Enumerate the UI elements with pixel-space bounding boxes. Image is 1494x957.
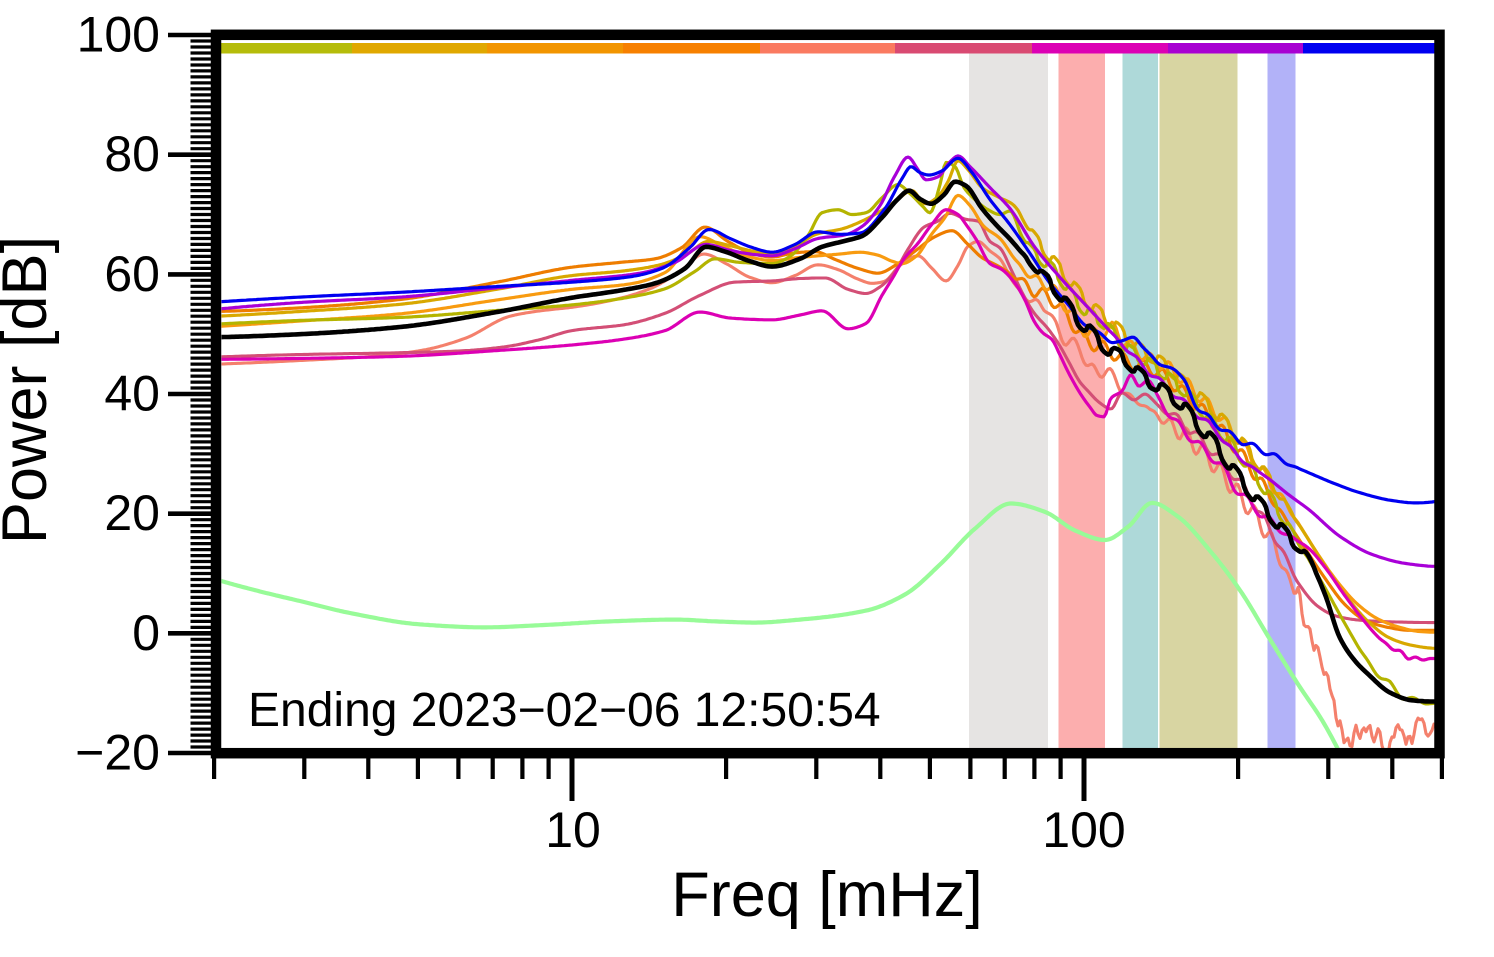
svg-text:80: 80 xyxy=(104,126,160,182)
svg-text:0: 0 xyxy=(132,605,160,661)
svg-text:−20: −20 xyxy=(75,725,160,781)
svg-text:Ending 2023−02−06 12:50:54: Ending 2023−02−06 12:50:54 xyxy=(248,684,881,737)
svg-text:40: 40 xyxy=(104,366,160,422)
svg-text:100: 100 xyxy=(1042,802,1125,858)
svg-text:Power [dB]: Power [dB] xyxy=(0,236,60,544)
svg-text:Freq [mHz]: Freq [mHz] xyxy=(671,860,983,930)
svg-text:10: 10 xyxy=(545,802,601,858)
svg-text:60: 60 xyxy=(104,246,160,302)
svg-text:20: 20 xyxy=(104,485,160,541)
svg-text:100: 100 xyxy=(77,7,160,63)
